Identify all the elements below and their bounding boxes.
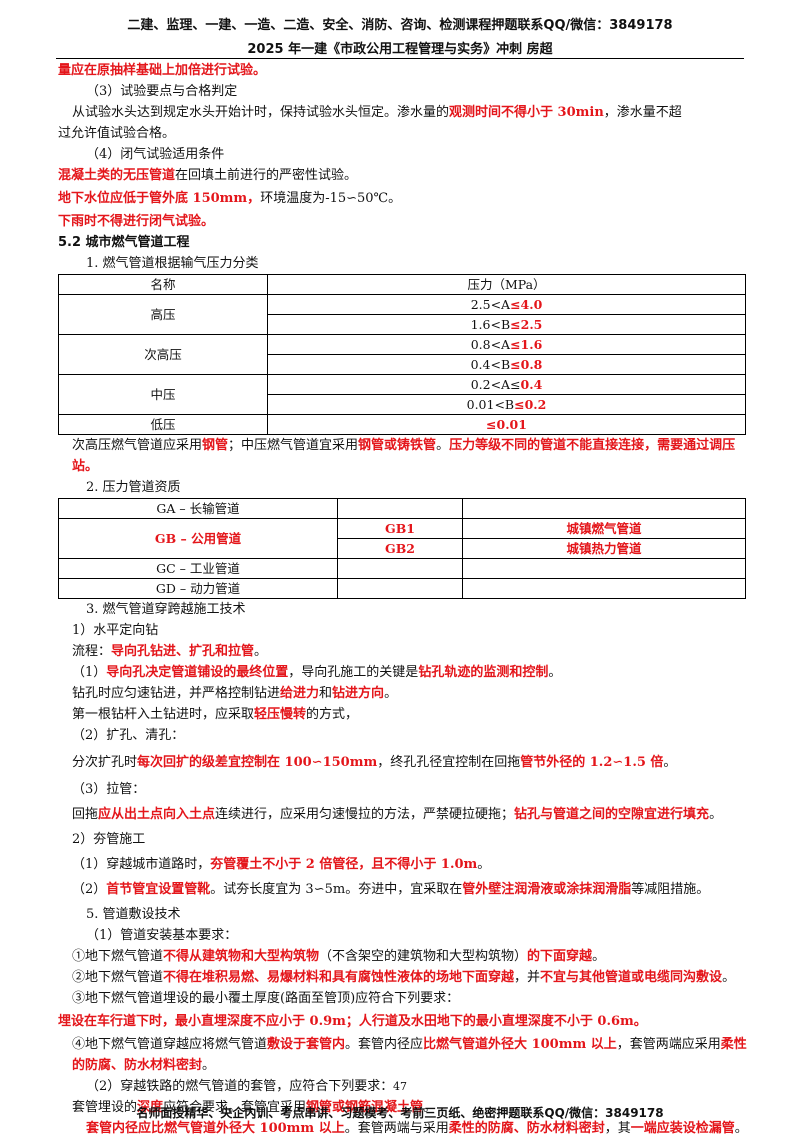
- text-line: 次高压燃气管道应采用钢管；中压燃气管道宜采用钢管或铸铁管。压力等级不同的管道不能…: [72, 438, 736, 474]
- subheading: （4）闭气试验适用条件: [86, 147, 225, 162]
- table-cell-name: 次高压: [58, 334, 268, 375]
- table-cell: GC – 工业管道: [58, 558, 338, 579]
- table-cell: [337, 578, 463, 599]
- document-body: 量应在原抽样基础上加倍进行试验。 （3）试验要点与合格判定 从试验水头达到规定水…: [58, 60, 748, 1139]
- table-cell: 0.01<B≤0.2: [267, 394, 746, 415]
- text-line: ③地下燃气管道埋设的最小覆土厚度(路面至管顶)应符合下列要求：: [72, 991, 460, 1006]
- text-line: ①地下燃气管道不得从建筑物和大型构筑物（不含架空的建筑物和大型构筑物）的下面穿越…: [72, 949, 606, 964]
- text-line: （1）导向孔决定管道铺设的最终位置，导向孔施工的关键是钻孔轨迹的监测和控制。: [72, 665, 562, 680]
- table-cell: 0.8<A≤1.6: [267, 334, 746, 355]
- text-line: ②地下燃气管道不得在堆积易燃、易爆材料和具有腐蚀性液体的场地下面穿越，并不宜与其…: [72, 970, 736, 985]
- header-divider: [56, 58, 744, 59]
- table-cell: 0.2<A≤0.4: [267, 374, 746, 395]
- table-cell: 1.6<B≤2.5: [267, 314, 746, 335]
- table-cell-name: 高压: [58, 294, 268, 335]
- text-line: 过允许值试验合格。: [58, 126, 176, 141]
- subheading: （1）管道安装基本要求：: [86, 928, 238, 943]
- text-line: 地下水位应低于管外底 150mm，环境温度为-15∽50℃。: [58, 191, 402, 206]
- text-line: 套管内径应比燃气管道外径大 100mm 以上。套管两端与采用柔性的防腐、防水材料…: [86, 1121, 748, 1136]
- text-line: 第一根钻杆入土钻进时，应采取轻压慢转的方式，: [72, 707, 359, 722]
- text-line: 混凝土类的无压管道在回填土前进行的严密性试验。: [58, 168, 358, 183]
- table-cell: 城镇热力管道: [462, 538, 746, 559]
- table-cell-name: 中压: [58, 374, 268, 415]
- table-header: 名称: [58, 274, 268, 295]
- page-header-title: 2025 年一建《市政公用工程管理与实务》冲刺 房超: [247, 42, 553, 57]
- table-cell: GA – 长输管道: [58, 498, 338, 519]
- table-cell: GB2: [337, 538, 463, 559]
- table-cell: [462, 578, 746, 599]
- table-cell: ≤0.01: [267, 414, 746, 435]
- table-cell: [462, 558, 746, 579]
- page-number: 47: [393, 1080, 407, 1093]
- text-line: 分次扩孔时每次回扩的级差宜控制在 100∽150mm，终孔孔径宜控制在回拖管节外…: [72, 755, 677, 770]
- table-cell: GD – 动力管道: [58, 578, 338, 599]
- subheading: 5. 管道敷设技术: [86, 907, 181, 922]
- subheading: （2）扩孔、清孔：: [72, 728, 185, 743]
- table-cell: GB1: [337, 518, 463, 539]
- text-line: ④地下燃气管道穿越应将燃气管道敷设于套管内。套管内径应比燃气管道外径大 100m…: [72, 1037, 747, 1073]
- table-cell: [337, 558, 463, 579]
- text-line: 钻孔时应匀速钻进，并严格控制钻进给进力和钻进方向。: [72, 686, 398, 701]
- text-line: 从试验水头达到规定水头开始计时，保持试验水头恒定。渗水量的观测时间不得小于 30…: [72, 105, 682, 120]
- subheading: （3）拉管：: [72, 782, 146, 797]
- subheading: 2. 压力管道资质: [86, 480, 181, 495]
- text-line: 量应在原抽样基础上加倍进行试验。: [58, 63, 267, 78]
- text-line: 下雨时不得进行闭气试验。: [58, 214, 215, 229]
- subheading: 1. 燃气管道根据输气压力分类: [86, 256, 259, 271]
- page-footer: 名师面授精华、央企内训、考点串讲、习题模考、考前三页纸、绝密押题联系QQ/微信：…: [136, 1106, 664, 1120]
- table-cell: 城镇燃气管道: [462, 518, 746, 539]
- table-header: 压力（MPa）: [267, 274, 746, 295]
- subheading: 1）水平定向钻: [72, 623, 159, 638]
- table-cell: [337, 498, 463, 519]
- text-line: 套管埋设的深度应符合要求。套管宜采用钢管或钢筋混凝土管。: [72, 1100, 437, 1115]
- table-cell: 2.5<A≤4.0: [267, 294, 746, 315]
- table-cell-name: 低压: [58, 414, 268, 435]
- text-line: 回拖应从出土点向入土点连续进行，应采用匀速慢拉的方法，严禁硬拉硬拖；钻孔与管道之…: [72, 807, 723, 822]
- table-cell: GB – 公用管道: [58, 518, 338, 559]
- text-line: 埋设在车行道下时，最小直埋深度不应小于 0.9m；人行道及水田地下的最小直埋深度…: [58, 1014, 647, 1029]
- pressure-classification-table: 名称 压力（MPa） 高压 2.5<A≤4.0 1.6<B≤2.5 次高压 0.…: [58, 274, 746, 435]
- text-line: 流程：导向孔钻进、扩孔和拉管。: [72, 644, 268, 659]
- text-line: （2）首节管宜设置管靴。试夯长度宜为 3∽5m。夯进中，宜采取在管外壁注润滑液或…: [72, 882, 710, 897]
- table-cell: 0.4<B≤0.8: [267, 354, 746, 375]
- pipeline-qualification-table: GA – 长输管道 GB – 公用管道 GB1 城镇燃气管道 GB2 城镇热力管…: [58, 498, 746, 599]
- section-heading: 5.2 城市燃气管道工程: [58, 235, 190, 250]
- text-line: （1）穿越城市道路时，夯管覆土不小于 2 倍管径，且不得小于 1.0m。: [72, 857, 491, 872]
- page-header-contact: 二建、监理、一建、一造、二造、安全、消防、咨询、检测课程押题联系QQ/微信：38…: [127, 18, 673, 33]
- subheading: （3）试验要点与合格判定: [86, 84, 238, 99]
- subheading: 3. 燃气管道穿跨越施工技术: [86, 602, 246, 617]
- subheading: （2）穿越铁路的燃气管道的套管，应符合下列要求：: [86, 1079, 394, 1094]
- subheading: 2）夯管施工: [72, 832, 146, 847]
- table-cell: [462, 498, 746, 519]
